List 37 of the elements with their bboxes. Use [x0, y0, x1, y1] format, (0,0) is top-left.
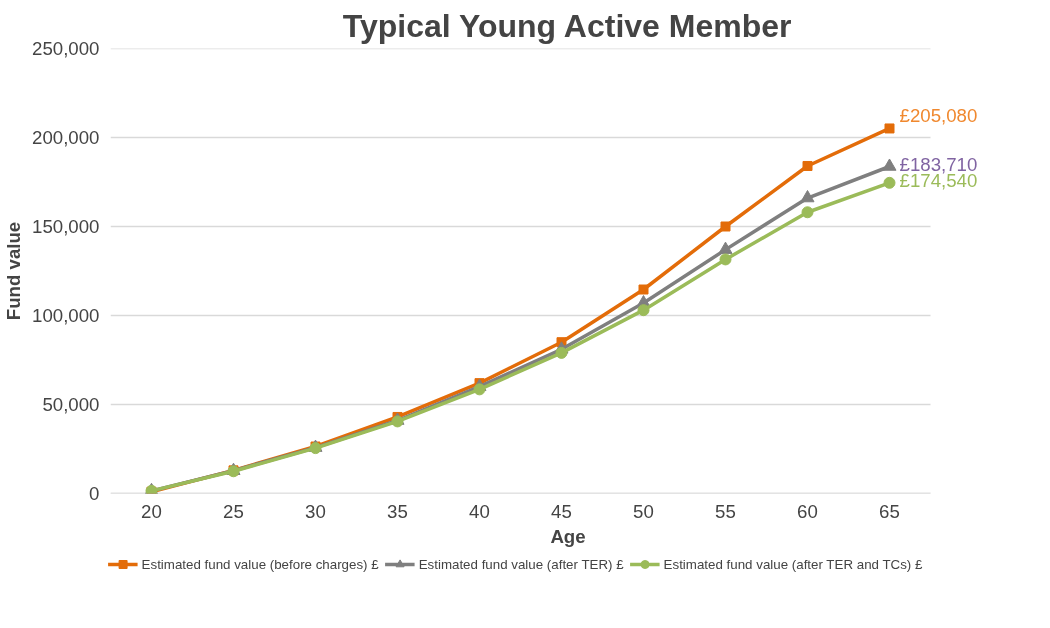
legend-label: Estimated fund value (after TER and TCs) £: [663, 556, 923, 572]
point: [473, 383, 486, 396]
y-tick-label: 200,000: [32, 127, 100, 148]
x-tick-label: 20: [141, 500, 162, 522]
chart-title: Typical Young Active Member: [342, 7, 792, 44]
point: [800, 190, 815, 203]
y-tick-label: 0: [89, 483, 100, 504]
x-tick-label: 35: [387, 500, 408, 522]
data-label: £205,080: [899, 105, 978, 127]
x-tick-label: 50: [633, 500, 654, 522]
point: [802, 160, 813, 171]
x-tick-label: 60: [797, 500, 818, 522]
point: [637, 304, 650, 317]
x-tick-label: 30: [305, 500, 326, 522]
y-tick-label: 150,000: [32, 216, 100, 237]
y-axis-title: Fund value: [3, 221, 25, 321]
point: [883, 176, 896, 189]
legend-label: Estimated fund value (before charges) £: [141, 556, 379, 572]
point: [801, 206, 814, 219]
point: [884, 123, 895, 134]
point: [718, 241, 733, 254]
point: [555, 346, 568, 359]
y-tick-label: 250,000: [32, 38, 100, 59]
point: [638, 284, 649, 295]
point: [882, 158, 897, 171]
point: [720, 221, 731, 232]
data-label: £183,710: [899, 154, 978, 175]
x-tick-label: 45: [551, 500, 572, 522]
point: [719, 253, 732, 266]
y-tick-label: 100,000: [32, 305, 100, 326]
y-tick-label: 50,000: [42, 394, 100, 415]
x-tick-label: 55: [715, 500, 736, 522]
x-tick-label: 40: [469, 500, 490, 522]
legend-label: Estimated fund value (after TER) £: [418, 556, 624, 572]
x-tick-label: 65: [879, 500, 900, 522]
x-tick-label: 25: [223, 500, 244, 522]
x-axis-title: Age: [550, 525, 586, 547]
